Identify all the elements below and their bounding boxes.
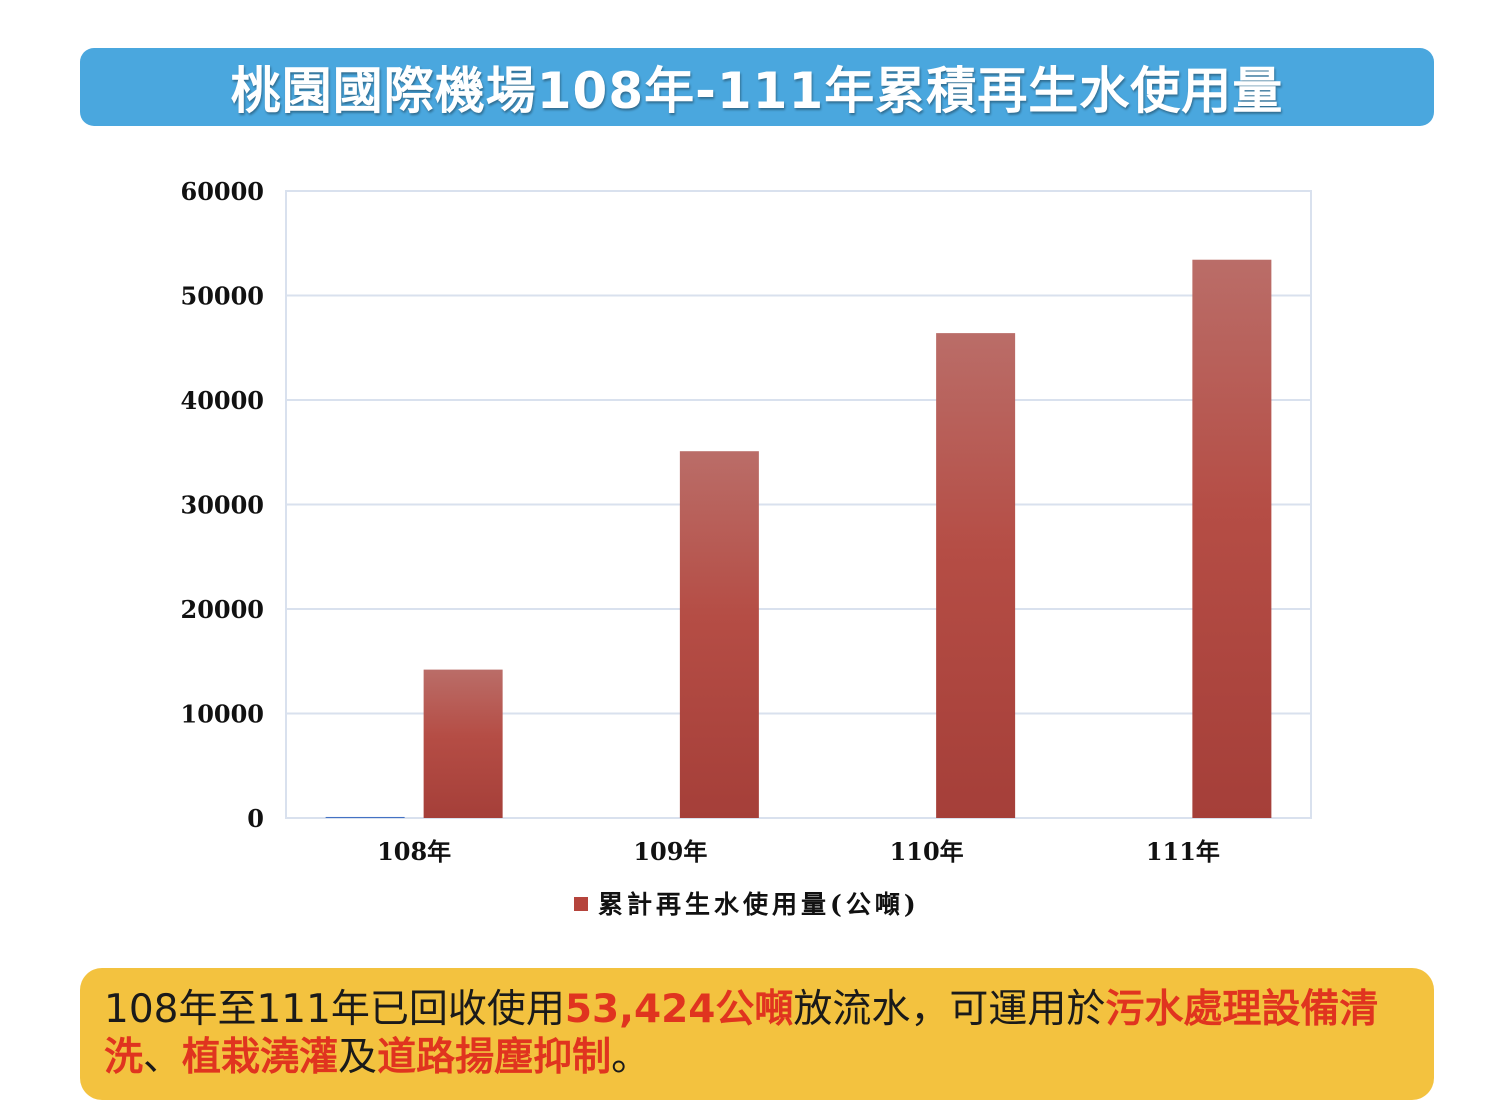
grid-lines [285,190,1312,819]
bar-111年 [1192,259,1272,818]
chart-title: 桃園國際機場108年-111年累積再生水使用量 [230,62,1284,120]
y-tick-label: 30000 [181,491,265,520]
y-tick-label: 0 [247,804,264,833]
x-axis-ticks: 108年 109年 110年 111年 [377,837,1220,866]
y-tick-label: 50000 [181,282,265,311]
y-tick-label: 20000 [181,595,265,624]
y-tick-label: 40000 [181,386,265,415]
y-tick-label: 60000 [181,177,265,206]
legend-swatch [574,897,588,911]
title-banner: 桃園國際機場108年-111年累積再生水使用量 [80,48,1434,126]
summary-highlight-cleaning: 污水處理設備清洗 [104,987,1379,1080]
summary-part-2: 放流水，可運用於 [793,987,1106,1032]
summary-highlight-amount: 53,424公噸 [564,987,794,1032]
bars [325,259,1272,818]
bar-110年 [936,333,1016,818]
legend-label: 累計再生水使用量(公噸) [598,890,920,919]
y-tick-label: 10000 [181,700,265,729]
summary-part-5: 。 [611,1035,651,1080]
summary-box: 108年至111年已回收使用53,424公噸放流水，可運用於污水處理設備清洗、植… [80,968,1434,1100]
summary-part-4: 及 [338,1035,378,1080]
bar-108年-secondary [325,816,405,818]
bar-108年 [423,669,503,818]
x-tick-label: 110年 [890,837,964,866]
x-tick-label: 111年 [1146,837,1220,866]
x-tick-label: 109年 [633,837,707,866]
x-tick-label: 108年 [377,837,451,866]
y-axis-ticks: 0 10000 20000 30000 40000 50000 60000 [181,177,265,833]
summary-highlight-irrigation: 植栽澆灌 [182,1035,339,1080]
bar-chart: 0 10000 20000 30000 40000 50000 60000 108年 109年… [181,177,1312,919]
summary-text: 108年至111年已回收使用53,424公噸放流水，可運用於污水處理設備清洗、植… [104,986,1410,1082]
legend: 累計再生水使用量(公噸) [574,890,920,919]
summary-highlight-dust: 道路揚塵抑制 [377,1035,612,1080]
summary-part-3: 、 [143,1035,183,1080]
bar-109年 [679,451,759,818]
summary-part-1: 108年至111年已回收使用 [104,987,565,1032]
